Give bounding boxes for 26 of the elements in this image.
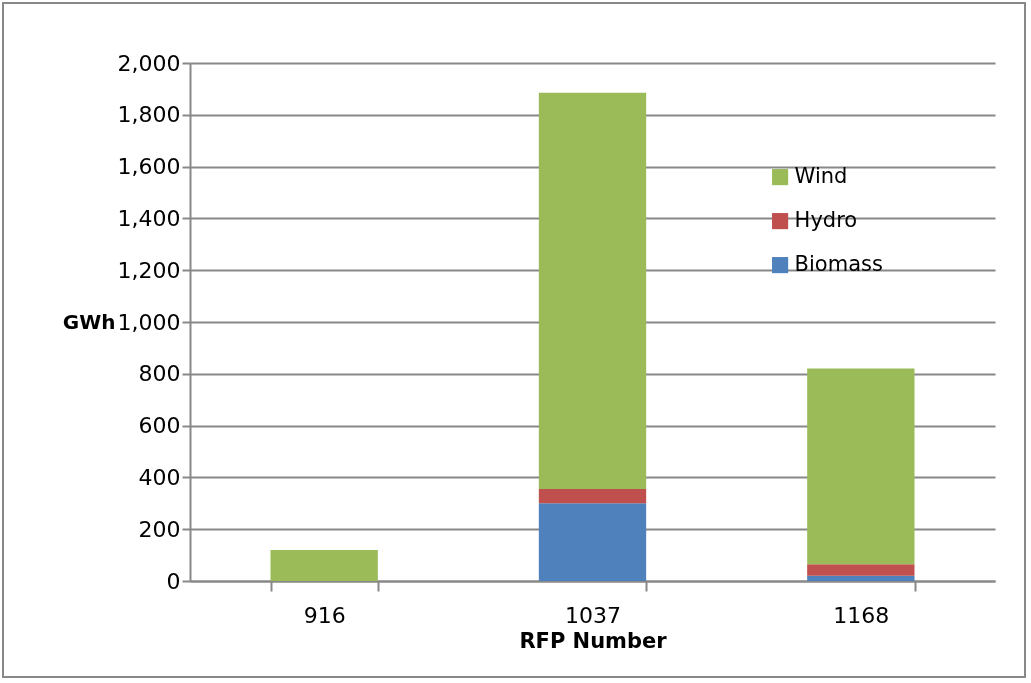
bar	[538, 489, 647, 504]
x-tick-label: 1168	[833, 602, 890, 628]
bar	[538, 92, 647, 490]
legend-label: Wind	[794, 164, 848, 189]
y-tick-label: 2,000	[117, 50, 181, 76]
legend-label: Hydro	[794, 208, 858, 233]
bar	[807, 575, 915, 581]
y-tick-label: 1,200	[117, 257, 181, 283]
y-tick-label: 1,800	[117, 102, 181, 128]
y-tick-label: 200	[138, 516, 181, 542]
y-tick-label: 600	[138, 413, 181, 439]
y-tick-label: 0	[166, 568, 181, 594]
y-axis-title: GWh	[62, 309, 116, 334]
bar	[807, 564, 915, 576]
y-tick-label: 800	[138, 361, 181, 387]
bar	[270, 549, 378, 581]
bar	[538, 503, 647, 581]
y-tick-label: 400	[138, 464, 181, 490]
bar	[807, 368, 915, 565]
y-tick-label: 1,600	[117, 154, 181, 180]
y-tick-label: 1,400	[117, 205, 181, 231]
legend-label: Biomass	[794, 252, 883, 277]
y-tick-label: 1,000	[117, 309, 181, 335]
x-tick-label: 916	[303, 602, 346, 628]
x-tick-label: 1037	[565, 602, 621, 628]
x-axis-title: RFP Number	[519, 628, 668, 653]
